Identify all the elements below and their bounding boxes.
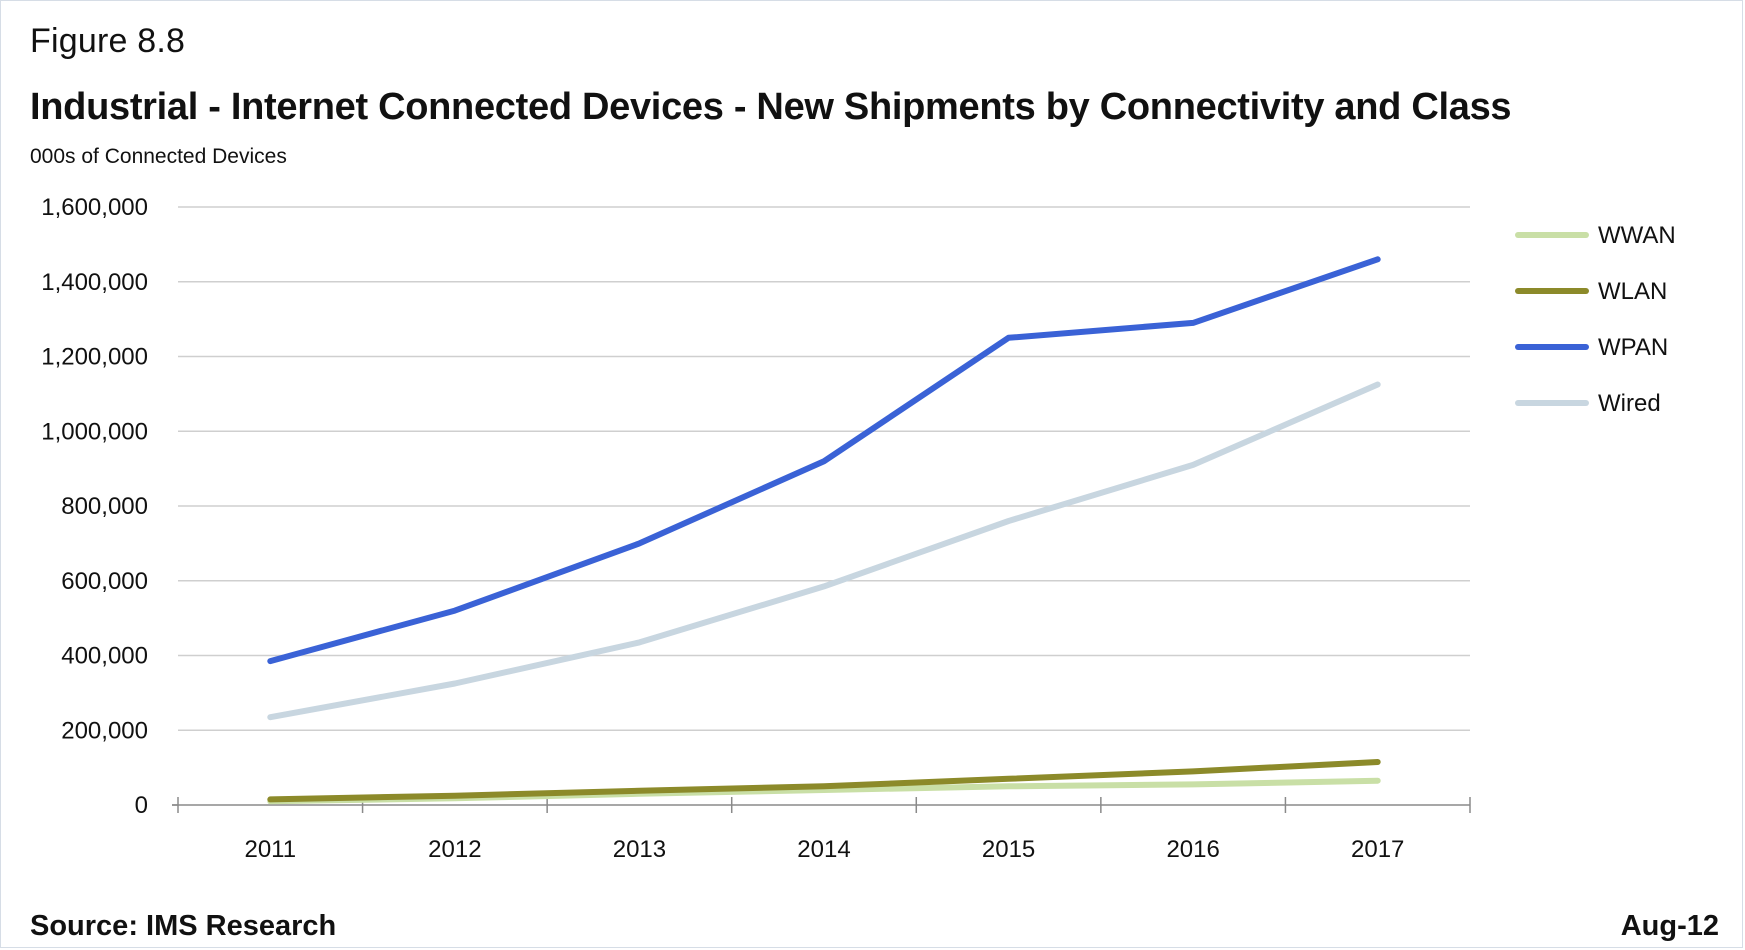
x-tick-label: 2017 — [1351, 836, 1404, 863]
x-tick-label: 2014 — [797, 836, 850, 863]
series-line-wlan — [267, 759, 1381, 803]
legend-label: WLAN — [1598, 278, 1667, 305]
series-line-wired — [267, 381, 1381, 721]
x-tick-label: 2011 — [244, 836, 296, 863]
legend-label: Wired — [1598, 390, 1661, 417]
source-note: Source: IMS Research — [30, 910, 337, 942]
y-tick-label: 1,000,000 — [41, 418, 148, 445]
legend-label: WWAN — [1598, 222, 1676, 249]
y-tick-labels: 0 200,000 400,000 600,000 800,000 1,000,000 1,… — [41, 194, 148, 819]
y-tick-label: 400,000 — [61, 643, 148, 670]
y-tick-label: 1,600,000 — [41, 194, 148, 221]
y-tick-label: 1,200,000 — [41, 344, 148, 371]
legend-label: WPAN — [1598, 334, 1668, 361]
y-tick-label: 800,000 — [61, 493, 148, 520]
x-tick-label: 2012 — [428, 836, 481, 863]
x-tick-label: 2013 — [613, 836, 666, 863]
legend: WWAN WLAN WPAN Wired — [1515, 222, 1676, 417]
series-line-wpan — [267, 256, 1381, 665]
figure-label: Figure 8.8 — [30, 22, 186, 60]
x-tick-label: 2015 — [982, 836, 1035, 863]
y-tick-label: 0 — [135, 792, 148, 819]
y-tick-label: 200,000 — [61, 717, 148, 744]
chart-subtitle: 000s of Connected Devices — [30, 145, 287, 168]
date-note: Aug-12 — [1620, 910, 1719, 942]
y-tick-label: 600,000 — [61, 568, 148, 595]
chart-title: Industrial - Internet Connected Devices … — [30, 86, 1512, 128]
y-tick-label: 1,400,000 — [41, 269, 148, 296]
x-tick-labels: 2011 2012 2013 2014 2015 2016 2017 — [244, 836, 1404, 863]
x-tick-label: 2016 — [1166, 836, 1219, 863]
grid-lines — [178, 206, 1470, 731]
series-lines — [267, 256, 1381, 805]
